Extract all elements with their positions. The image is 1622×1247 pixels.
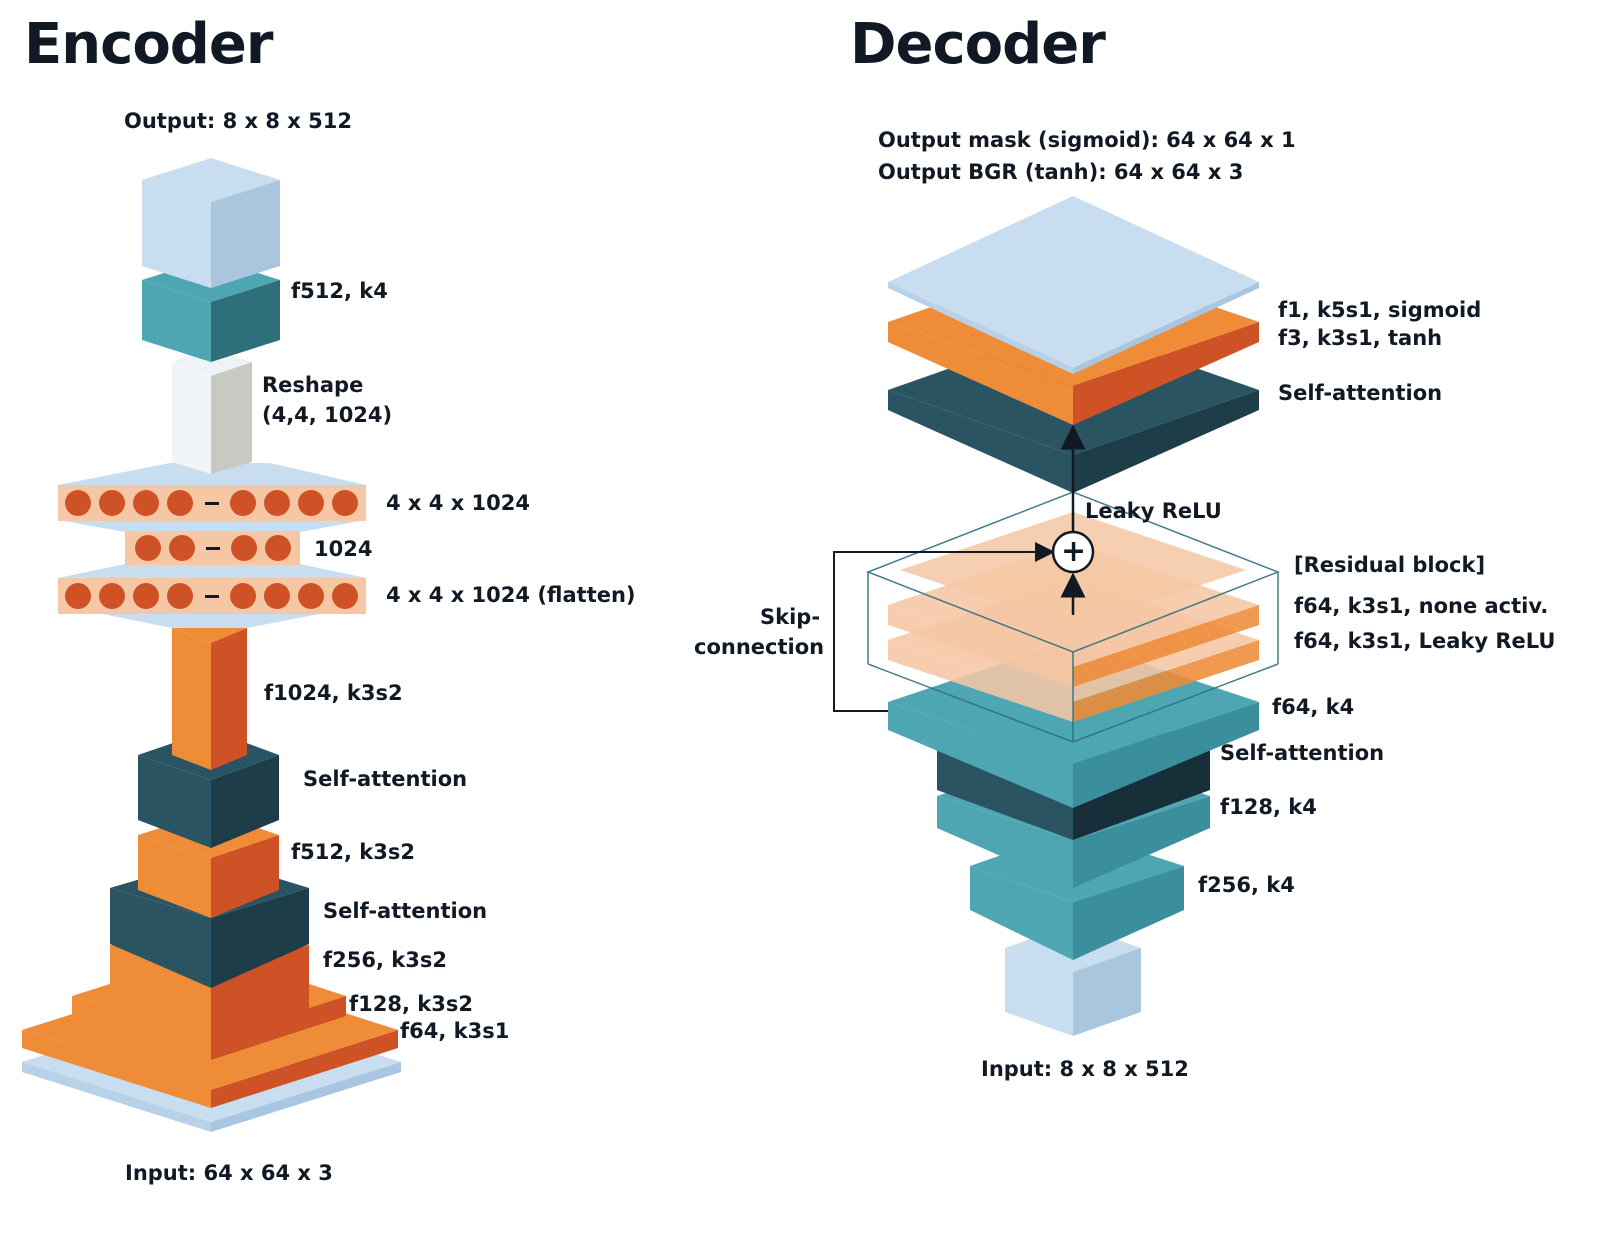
encoder-dense-flatten [58,578,366,614]
encoder-reshape-label: Reshape [262,373,364,397]
encoder-conv512-label: f512, k4 [291,279,388,303]
decoder-f3-label: f3, k3s1, tanh [1278,326,1443,350]
encoder-title: Encoder [24,12,273,77]
decoder-res-leaky-label: f64, k3s1, Leaky ReLU [1294,629,1556,653]
encoder-reshape-layer [172,348,252,474]
decoder-add-symbol: + [1061,534,1087,569]
decoder-output-bgr-label: Output BGR (tanh): 64 x 64 x 3 [878,160,1244,184]
decoder-f64-label: f64, k4 [1272,695,1355,719]
decoder-res-none-label: f64, k3s1, none activ. [1294,594,1549,618]
decoder-self-attention-mid-label: Self-attention [1220,741,1385,765]
encoder-dense-flatten-label: 4 x 4 x 1024 (flatten) [386,583,636,607]
decoder-self-attention-top-label: Self-attention [1278,381,1443,405]
encoder-reshape-dims-label: (4,4, 1024) [262,403,393,427]
encoder-funnel-mid-2 [58,564,366,578]
encoder-funnel-mid-1 [58,520,366,532]
encoder-funnel-top [58,463,366,485]
encoder-dense-mid-label: 1024 [314,537,373,561]
encoder-output-layer [142,158,280,288]
decoder-f128-label: f128, k4 [1220,795,1317,819]
decoder-add-node [1051,530,1095,574]
encoder-output-label: Output: 8 x 8 x 512 [124,109,352,133]
encoder-self-attention-2-label: Self-attention [323,899,488,923]
encoder-dense-top [58,485,366,521]
encoder-f1024-layer [172,613,247,770]
decoder-residual-block-label: [Residual block] [1294,553,1486,577]
encoder-f64-label: f64, k3s1 [400,1019,510,1043]
encoder-f512-label: f512, k3s2 [291,840,415,864]
decoder-skip-label-line2: connection [694,635,825,659]
decoder-residual-box [865,491,1281,743]
decoder-output-layer [888,196,1259,374]
encoder-f128-label: f128, k3s2 [349,992,473,1016]
decoder-title: Decoder [850,12,1106,77]
decoder-stack [833,196,1281,1036]
decoder-leaky-relu-label: Leaky ReLU [1085,499,1222,523]
decoder-skip-label-line1: Skip- [760,605,821,629]
encoder-dense-top-label: 4 x 4 x 1024 [386,491,531,515]
decoder-input-label: Input: 8 x 8 x 512 [981,1057,1189,1081]
decoder-f1-label: f1, k5s1, sigmoid [1278,298,1482,322]
encoder-input-label: Input: 64 x 64 x 3 [125,1161,333,1185]
decoder-f256-label: f256, k4 [1198,873,1295,897]
decoder-output-mask-label: Output mask (sigmoid): 64 x 64 x 1 [878,128,1296,152]
encoder-self-attention-1-label: Self-attention [303,767,468,791]
encoder-dense-mid [125,531,300,565]
decoder-skip-connection-arrow [833,542,1055,712]
encoder-f512-layer [138,812,279,918]
encoder-stack [22,158,401,1132]
encoder-f1024-label: f1024, k3s2 [264,681,403,705]
encoder-f256-label: f256, k3s2 [323,948,447,972]
